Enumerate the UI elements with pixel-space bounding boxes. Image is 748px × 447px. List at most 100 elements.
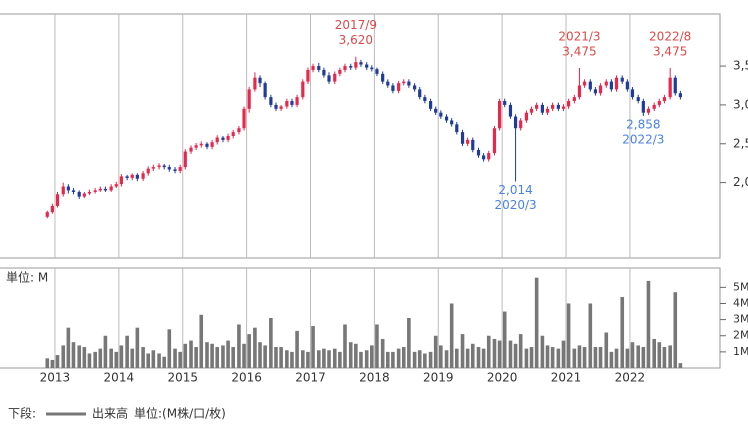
candle-body bbox=[466, 139, 470, 144]
candle-body bbox=[482, 155, 486, 160]
volume-bar bbox=[130, 348, 135, 368]
candle-body bbox=[125, 176, 129, 178]
volume-bar bbox=[449, 303, 454, 368]
candle-body bbox=[620, 77, 624, 82]
candle-body bbox=[311, 66, 315, 70]
candle-body bbox=[381, 73, 385, 82]
candle-body bbox=[556, 104, 560, 109]
volume-bar bbox=[529, 347, 534, 368]
candle-body bbox=[561, 106, 566, 109]
volume-bar bbox=[258, 342, 262, 368]
candle-body bbox=[93, 190, 97, 192]
volume-bar bbox=[183, 343, 188, 368]
volume-bar bbox=[242, 343, 246, 368]
candle-body bbox=[540, 104, 544, 113]
annotation-date: 2021/3 bbox=[558, 30, 600, 44]
volume-bar bbox=[396, 348, 401, 368]
candle-body bbox=[274, 104, 278, 109]
volume-bar bbox=[609, 351, 614, 368]
volume-bar bbox=[561, 340, 566, 368]
volume-bar bbox=[332, 348, 337, 368]
volume-bar bbox=[173, 348, 177, 368]
volume-bar bbox=[641, 347, 646, 368]
volume-bar bbox=[657, 342, 662, 368]
annotation-value: 2,014 bbox=[498, 183, 532, 197]
candle-body bbox=[226, 136, 230, 140]
volume-tick-label: 1M bbox=[733, 345, 748, 358]
annotation-date: 2017/9 bbox=[335, 18, 377, 32]
volume-bar bbox=[114, 351, 119, 368]
volume-bar bbox=[135, 327, 140, 368]
candle-body bbox=[397, 83, 401, 91]
volume-bar bbox=[247, 334, 251, 368]
candle-body bbox=[237, 128, 241, 133]
volume-bar bbox=[263, 345, 267, 368]
x-tick-label: 2020 bbox=[487, 371, 518, 385]
candle-body bbox=[386, 81, 390, 86]
volume-bar bbox=[524, 348, 529, 368]
candle-body bbox=[210, 142, 214, 147]
candle-body bbox=[290, 101, 294, 105]
candle-body bbox=[205, 143, 209, 147]
candle-body bbox=[657, 101, 661, 105]
volume-bar bbox=[215, 347, 220, 368]
candle-body bbox=[519, 120, 523, 129]
candle-body bbox=[455, 124, 459, 133]
volume-bar bbox=[577, 345, 582, 368]
candle-body bbox=[609, 81, 613, 90]
candle-body bbox=[253, 77, 257, 90]
volume-bar bbox=[141, 347, 145, 368]
candle-body bbox=[269, 97, 273, 105]
volume-bar bbox=[370, 345, 374, 368]
volume-bar bbox=[125, 335, 129, 368]
volume-bar bbox=[534, 277, 539, 368]
volume-bar bbox=[77, 345, 82, 368]
x-tick-label: 2019 bbox=[423, 371, 454, 385]
volume-bar bbox=[210, 343, 214, 368]
candle-body bbox=[109, 186, 113, 191]
volume-bar bbox=[146, 353, 151, 368]
volume-bar bbox=[194, 347, 198, 368]
candle-body bbox=[231, 132, 235, 136]
volume-bar bbox=[285, 350, 289, 368]
volume-bar bbox=[492, 338, 497, 368]
volume-bar bbox=[364, 350, 369, 368]
volume-bar bbox=[226, 340, 230, 368]
volume-tick-label: 3M bbox=[733, 313, 748, 326]
volume-bar bbox=[231, 347, 235, 368]
volume-bar bbox=[98, 348, 103, 368]
candle-body bbox=[625, 81, 629, 90]
y-tick-label: 2,000 bbox=[733, 175, 748, 189]
y-tick-label: 2,500 bbox=[733, 136, 748, 150]
candle-body bbox=[322, 69, 326, 76]
candle-body bbox=[535, 104, 539, 109]
candle-body bbox=[178, 167, 182, 171]
volume-bar bbox=[50, 359, 55, 368]
candle-body bbox=[593, 89, 598, 94]
volume-bar bbox=[55, 355, 60, 368]
candle-body bbox=[391, 85, 395, 91]
x-tick-label: 2017 bbox=[295, 371, 326, 385]
volume-bar bbox=[668, 345, 672, 368]
volume-bar bbox=[61, 345, 66, 368]
volume-bar bbox=[391, 351, 395, 368]
volume-bar bbox=[290, 351, 294, 368]
volume-bar bbox=[354, 343, 358, 368]
candle-body bbox=[476, 149, 481, 156]
candle-body bbox=[45, 212, 49, 217]
volume-bar bbox=[167, 329, 172, 368]
volume-bar bbox=[274, 347, 278, 368]
candle-body bbox=[338, 69, 342, 74]
volume-bar bbox=[157, 353, 161, 368]
volume-bar bbox=[444, 350, 449, 368]
volume-bar bbox=[221, 345, 225, 368]
volume-bar bbox=[103, 335, 108, 368]
candle-body bbox=[418, 89, 422, 98]
volume-bar bbox=[604, 332, 609, 368]
volume-bar bbox=[162, 356, 166, 368]
legend-unit: 単位:(M株/口/枚) bbox=[134, 406, 226, 421]
candle-body bbox=[365, 64, 369, 68]
volume-bar bbox=[588, 303, 593, 368]
legend-label: 出来高 bbox=[92, 406, 128, 421]
